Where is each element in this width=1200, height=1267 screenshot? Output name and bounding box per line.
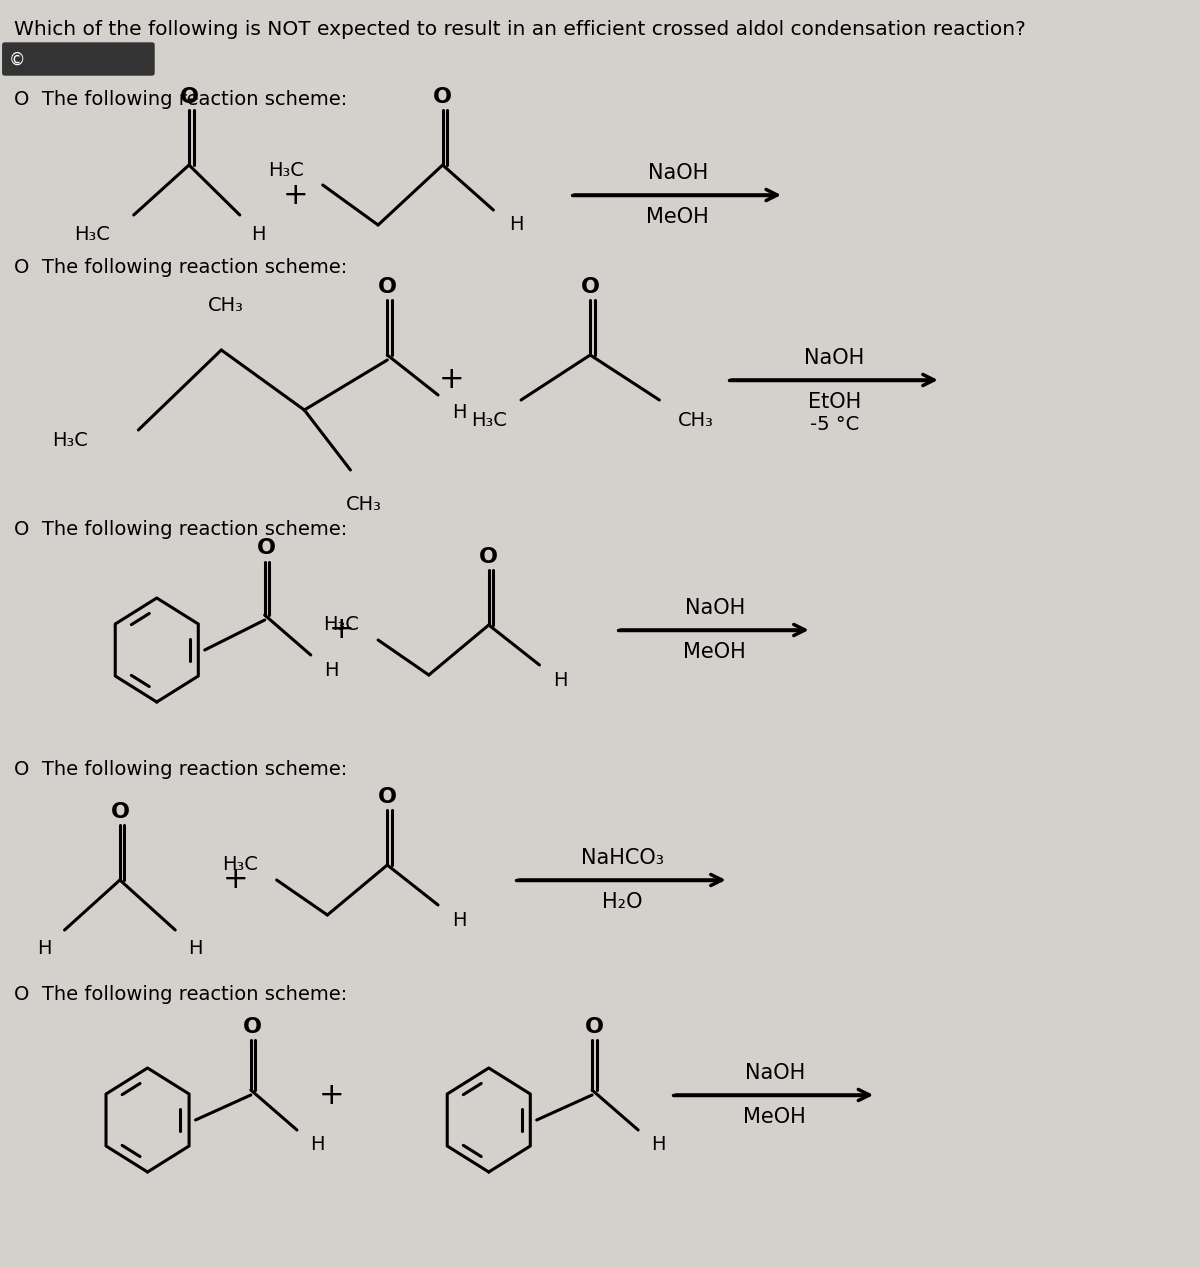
Text: +: + [222, 865, 248, 895]
Text: H: H [553, 670, 568, 689]
Text: H: H [452, 911, 467, 930]
Text: H₃C: H₃C [268, 161, 304, 180]
Text: H₃C: H₃C [470, 411, 506, 430]
Text: +: + [319, 1081, 344, 1110]
Text: O: O [584, 1017, 604, 1036]
Text: H: H [452, 403, 467, 422]
Text: +: + [282, 180, 308, 209]
Text: CH₃: CH₃ [208, 296, 244, 315]
Text: H: H [652, 1135, 666, 1154]
Text: MeOH: MeOH [647, 207, 709, 227]
Text: O: O [433, 87, 452, 106]
FancyBboxPatch shape [2, 43, 154, 75]
Text: O: O [257, 538, 276, 557]
Text: O: O [110, 802, 130, 822]
Text: O  The following reaction scheme:: O The following reaction scheme: [14, 90, 347, 109]
Text: NaOH: NaOH [804, 348, 865, 367]
Text: H: H [251, 226, 265, 245]
Text: H₃C: H₃C [52, 431, 88, 450]
Text: NaOH: NaOH [744, 1063, 805, 1083]
Text: O: O [378, 277, 397, 296]
Text: +: + [439, 365, 464, 394]
Text: EtOH: EtOH [808, 392, 862, 412]
Text: H₃C: H₃C [222, 855, 258, 874]
Text: MeOH: MeOH [683, 642, 746, 661]
Text: Which of the following is NOT expected to result in an efficient crossed aldol c: Which of the following is NOT expected t… [14, 20, 1026, 39]
Text: MeOH: MeOH [743, 1107, 806, 1128]
Text: CH₃: CH₃ [347, 495, 383, 514]
Text: O: O [479, 547, 498, 568]
Text: O: O [180, 87, 198, 106]
Text: NaOH: NaOH [648, 163, 708, 182]
Text: O: O [378, 787, 397, 807]
Text: H₂O: H₂O [602, 892, 643, 912]
Text: H: H [310, 1135, 324, 1154]
Text: O: O [244, 1017, 262, 1036]
Text: H: H [188, 939, 203, 958]
Text: ©: © [10, 51, 25, 68]
Text: H: H [37, 939, 52, 958]
Text: O  The following reaction scheme:: O The following reaction scheme: [14, 519, 347, 538]
Text: H₃C: H₃C [74, 226, 110, 245]
Text: O  The following reaction scheme:: O The following reaction scheme: [14, 760, 347, 779]
Text: +: + [329, 616, 354, 645]
Text: O: O [581, 277, 600, 296]
Text: H₃C: H₃C [323, 616, 359, 635]
Text: CH₃: CH₃ [678, 411, 714, 430]
Text: H: H [324, 660, 338, 679]
Text: NaHCO₃: NaHCO₃ [581, 848, 664, 868]
Text: O  The following reaction scheme:: O The following reaction scheme: [14, 258, 347, 277]
Text: O  The following reaction scheme:: O The following reaction scheme: [14, 984, 347, 1003]
Text: NaOH: NaOH [684, 598, 745, 618]
Text: -5 °C: -5 °C [810, 416, 859, 435]
Text: H: H [509, 215, 523, 234]
